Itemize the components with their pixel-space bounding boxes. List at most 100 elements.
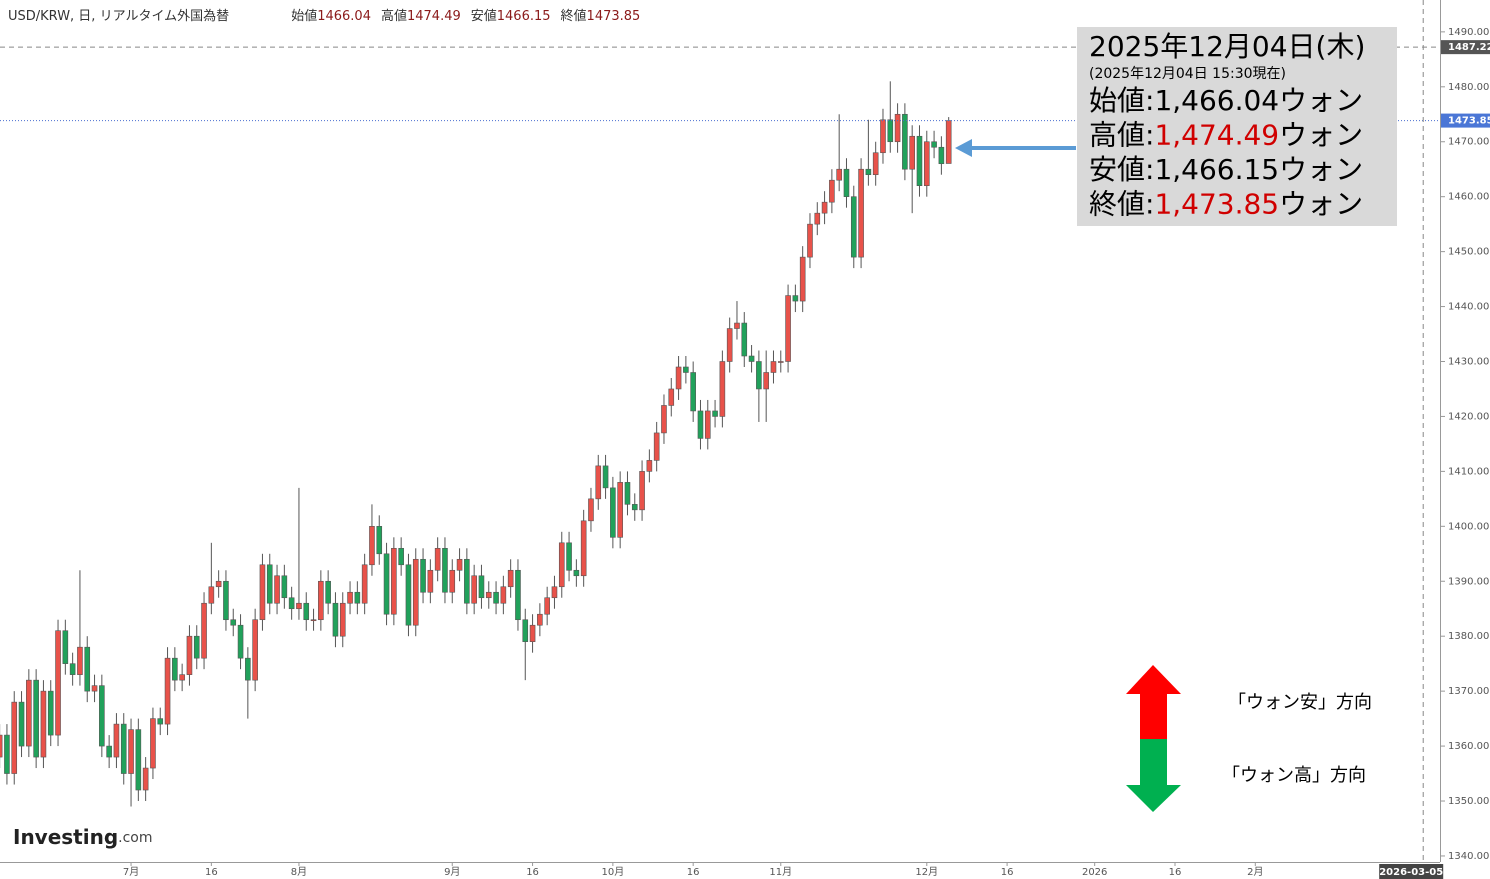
x-tick-label: 11月 <box>769 866 792 878</box>
info-row: 安値:1,466.15ウォン <box>1089 153 1363 186</box>
ohlc-label: 終値 <box>561 8 587 24</box>
candle-body <box>631 504 638 511</box>
candle-body <box>252 619 258 681</box>
candle-body <box>748 355 755 362</box>
candle-body <box>661 405 667 434</box>
candle-body <box>223 580 229 621</box>
candle-body <box>770 361 777 373</box>
header: USD/KRW, 日, リアルタイム外国為替 始値1466.04 高値1474.49… <box>8 8 640 24</box>
info-value: 1,473.85 <box>1154 188 1279 221</box>
candle-body <box>420 558 426 593</box>
x-tick-label: 10月 <box>601 866 624 878</box>
candle-body <box>318 580 324 621</box>
candle-body <box>683 366 689 373</box>
candle-body <box>193 635 200 659</box>
candle-body <box>602 465 609 489</box>
info-unit: ウォン <box>1279 188 1363 221</box>
candle-body <box>945 120 952 164</box>
candles <box>0 81 952 807</box>
x-tick-label: 12月 <box>915 866 938 878</box>
info-label: 安値: <box>1089 153 1154 186</box>
candle-body <box>785 295 791 362</box>
candle-body <box>383 553 390 615</box>
candle-body <box>690 372 696 412</box>
candle-body <box>230 619 237 626</box>
candle-body <box>332 602 339 637</box>
candle-body <box>201 602 207 659</box>
info-date: 2025年12月04日(木) <box>1089 30 1365 63</box>
y-tick-label: 1450.00 <box>1448 247 1489 258</box>
candle-body <box>69 663 76 675</box>
candle-body <box>449 569 456 593</box>
x-tick-label: 8月 <box>291 866 307 878</box>
info-unit: ウォン <box>1279 153 1363 186</box>
candle-body <box>792 295 799 302</box>
candle-body <box>281 575 288 599</box>
candle-body <box>391 547 397 615</box>
candle-body <box>610 487 616 538</box>
candle-body <box>843 168 850 197</box>
down-arrow-head <box>1126 785 1181 812</box>
info-label: 終値: <box>1089 188 1154 221</box>
candle-body <box>405 564 412 626</box>
candle-body <box>26 679 32 747</box>
ohlc-value: 1466.15 <box>497 9 551 24</box>
info-unit: ウォン <box>1279 119 1363 152</box>
symbol-title: USD/KRW, 日, リアルタイム外国為替 <box>8 8 229 24</box>
candle-body <box>573 569 580 577</box>
candle-body <box>515 569 521 621</box>
candle-body <box>485 591 492 599</box>
ohlc-value: 1474.49 <box>407 9 461 24</box>
candle-body <box>186 635 193 675</box>
y-tick-label: 1480.00 <box>1448 82 1489 93</box>
y-tick-label: 1490.00 <box>1448 27 1489 38</box>
direction-arrow <box>1126 665 1181 812</box>
ohlc-label: 安値 <box>471 8 497 24</box>
candle-body <box>91 685 98 692</box>
x-tick-label: 2月 <box>1247 866 1263 878</box>
candle-body <box>55 630 61 736</box>
candle-body <box>62 630 69 664</box>
y-tick-label: 1410.00 <box>1448 466 1489 477</box>
ohlc-value: 1466.04 <box>317 9 371 24</box>
candle-body <box>303 602 310 621</box>
candle-body <box>712 410 718 417</box>
candle-body <box>398 547 404 566</box>
ohlc-label: 高値 <box>381 8 407 24</box>
candle-body <box>558 542 565 588</box>
candle-body <box>799 256 806 302</box>
candle-body <box>931 141 937 148</box>
info-row: 高値:1,474.49ウォン <box>1089 119 1363 152</box>
annotation: 「ウォン高」方向 <box>1222 765 1366 786</box>
candle-body <box>902 113 908 170</box>
candle-body <box>500 586 507 604</box>
candle-body <box>150 718 156 769</box>
last-price-label: 1473.85 <box>1448 116 1490 127</box>
crosshair-date-label: 2026-03-05 <box>1379 867 1443 878</box>
y-tick-label: 1420.00 <box>1448 411 1489 422</box>
candle-body <box>4 734 10 774</box>
crosshair-price-box <box>1441 40 1490 55</box>
candle-body <box>734 322 740 329</box>
candle-body <box>361 564 368 604</box>
logo-suffix: .com <box>118 830 152 846</box>
candle-body <box>47 690 54 736</box>
candle-body <box>646 460 653 472</box>
candle-body <box>566 542 572 571</box>
candle-body <box>347 591 353 604</box>
up-arrow-head <box>1126 665 1181 694</box>
candle-body <box>288 597 295 610</box>
candle-body <box>507 569 514 588</box>
candle-body <box>325 580 331 604</box>
candle-body <box>829 179 835 203</box>
candle-body <box>412 558 419 626</box>
candle-body <box>719 361 726 417</box>
y-tick-label: 1470.00 <box>1448 137 1489 148</box>
x-tick-label: 16 <box>1001 867 1014 878</box>
candle-body <box>142 767 149 791</box>
candle-body <box>938 146 945 165</box>
source-logo: Investing.com <box>13 825 153 849</box>
candle-body <box>741 322 748 357</box>
y-tick-label: 1460.00 <box>1448 192 1489 203</box>
